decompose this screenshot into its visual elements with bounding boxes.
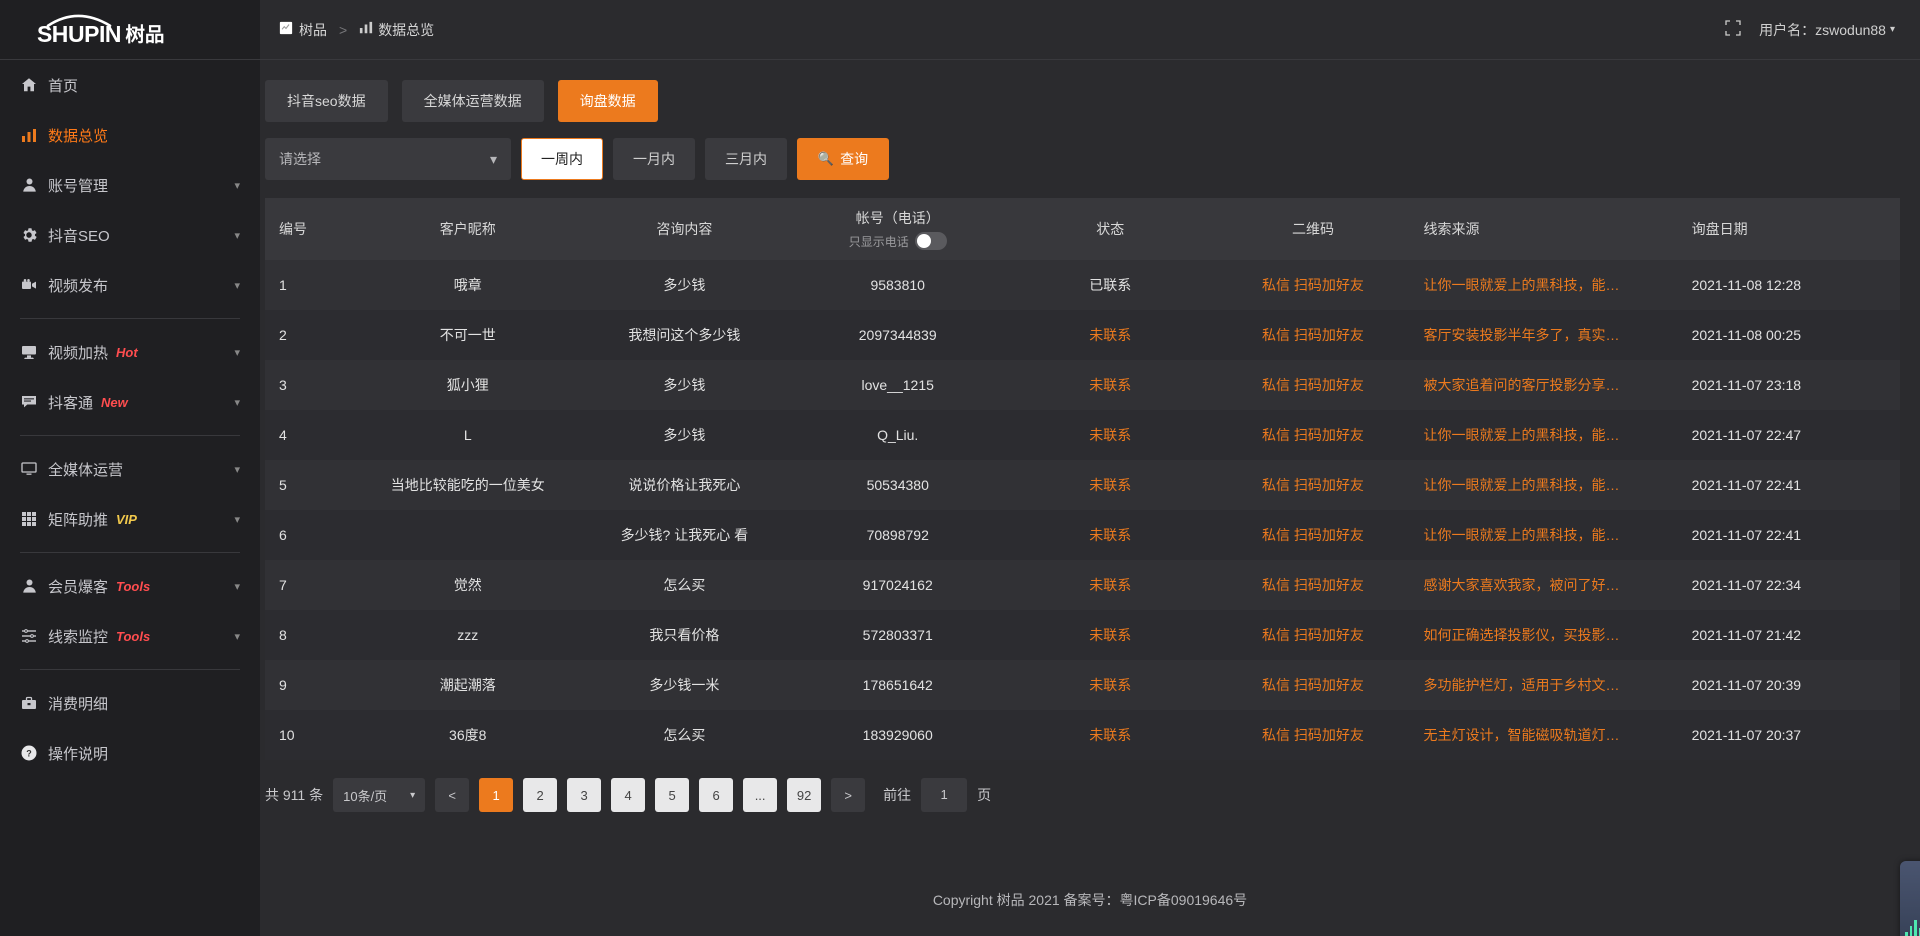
svg-text:SHUPIN: SHUPIN [37, 20, 121, 46]
svg-text:树品: 树品 [125, 23, 164, 46]
svg-text:?: ? [26, 748, 32, 758]
